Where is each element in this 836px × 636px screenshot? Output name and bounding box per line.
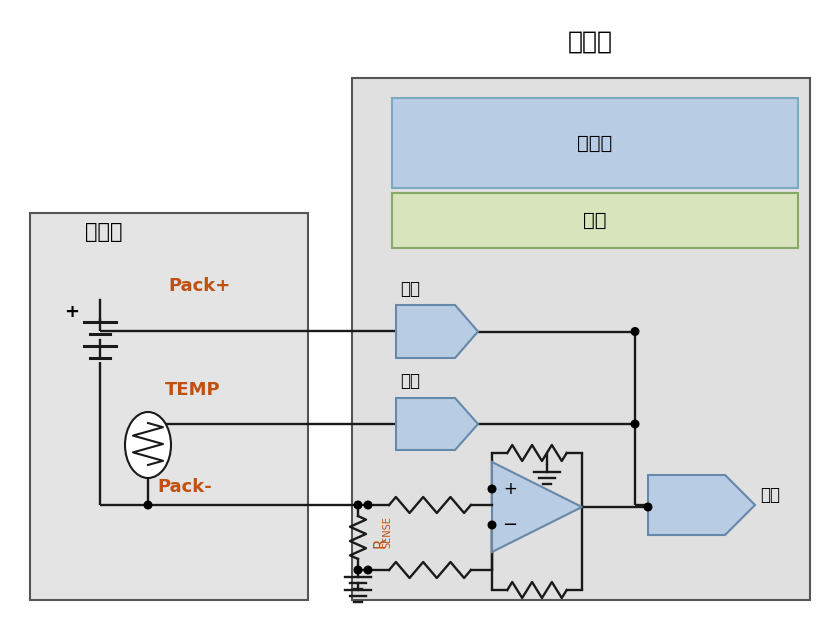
Circle shape: [354, 501, 362, 509]
Polygon shape: [396, 398, 478, 450]
Text: SENSE: SENSE: [382, 516, 392, 548]
Circle shape: [631, 328, 639, 335]
Circle shape: [354, 566, 362, 574]
Circle shape: [144, 501, 152, 509]
Circle shape: [488, 521, 496, 529]
Circle shape: [364, 566, 372, 574]
Polygon shape: [396, 305, 478, 358]
Text: +: +: [503, 480, 517, 498]
Text: TEMP: TEMP: [166, 381, 221, 399]
Text: Pack-: Pack-: [158, 478, 212, 496]
Text: 电流: 电流: [760, 486, 780, 504]
Circle shape: [488, 485, 496, 493]
Text: 控制器: 控制器: [578, 134, 613, 153]
Text: 电压: 电压: [400, 280, 420, 298]
Polygon shape: [648, 475, 755, 535]
Bar: [392, 98, 798, 188]
Circle shape: [645, 503, 652, 511]
Circle shape: [631, 420, 639, 428]
Circle shape: [364, 501, 372, 509]
Ellipse shape: [125, 412, 171, 478]
Text: 算法: 算法: [584, 211, 607, 230]
Bar: [30, 213, 308, 600]
Text: 温度: 温度: [400, 372, 420, 390]
Bar: [392, 193, 798, 248]
Polygon shape: [492, 462, 582, 552]
Text: +: +: [64, 303, 79, 321]
Text: Pack+: Pack+: [169, 277, 231, 295]
Text: 电量计: 电量计: [568, 30, 613, 54]
Text: 电池组: 电池组: [85, 222, 123, 242]
Text: R: R: [373, 537, 388, 548]
Bar: [352, 78, 810, 600]
Text: −: −: [502, 516, 517, 534]
